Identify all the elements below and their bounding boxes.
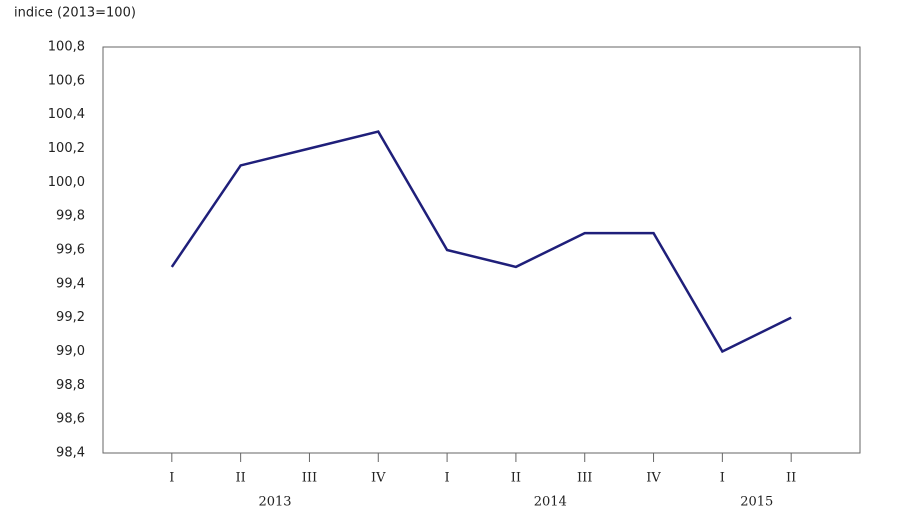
data-line: [170, 130, 792, 354]
y-tick-label: 98,6: [56, 412, 85, 427]
x-tick-label: II: [511, 471, 521, 486]
y-tick-label: 100,0: [48, 175, 85, 190]
y-tick-label: 98,8: [56, 378, 85, 393]
x-tick-label: I: [720, 471, 725, 486]
y-tick-label: 100,2: [48, 141, 85, 156]
y-tick-label: 99,8: [56, 209, 85, 224]
y-axis-label: indice (2013=100): [14, 6, 136, 21]
x-tick-label: I: [169, 471, 174, 486]
year-label: 2014: [534, 495, 567, 510]
y-tick-label: 100,4: [48, 107, 85, 122]
x-tick-label: IV: [371, 471, 386, 486]
y-tick-label: 100,8: [48, 40, 85, 55]
x-tick-label: IV: [646, 471, 661, 486]
x-tick-label: I: [445, 471, 450, 486]
y-tick-label: 99,2: [56, 310, 85, 325]
y-tick-label: 99,6: [56, 243, 85, 258]
y-tick-label: 98,4: [56, 446, 85, 461]
y-tick-label: 100,6: [48, 73, 85, 88]
year-label: 2015: [740, 495, 773, 510]
y-tick-label: 99,0: [56, 344, 85, 359]
y-tick-label: 99,4: [56, 276, 85, 291]
x-tick-label: III: [302, 471, 317, 486]
x-tick-label: II: [235, 471, 245, 486]
x-tick-label: II: [786, 471, 796, 486]
plot-frame: [102, 46, 861, 454]
year-label: 2013: [258, 495, 291, 510]
x-tick-label: III: [577, 471, 592, 486]
